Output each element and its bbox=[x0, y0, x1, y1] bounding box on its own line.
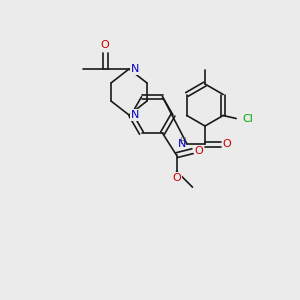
Text: Cl: Cl bbox=[242, 113, 253, 124]
Text: O: O bbox=[100, 40, 109, 50]
Text: O: O bbox=[194, 146, 203, 156]
Text: H: H bbox=[179, 137, 185, 146]
Text: O: O bbox=[172, 173, 181, 183]
Text: N: N bbox=[178, 139, 186, 149]
Text: N: N bbox=[131, 110, 140, 120]
Text: N: N bbox=[131, 64, 140, 74]
Text: O: O bbox=[223, 139, 231, 149]
